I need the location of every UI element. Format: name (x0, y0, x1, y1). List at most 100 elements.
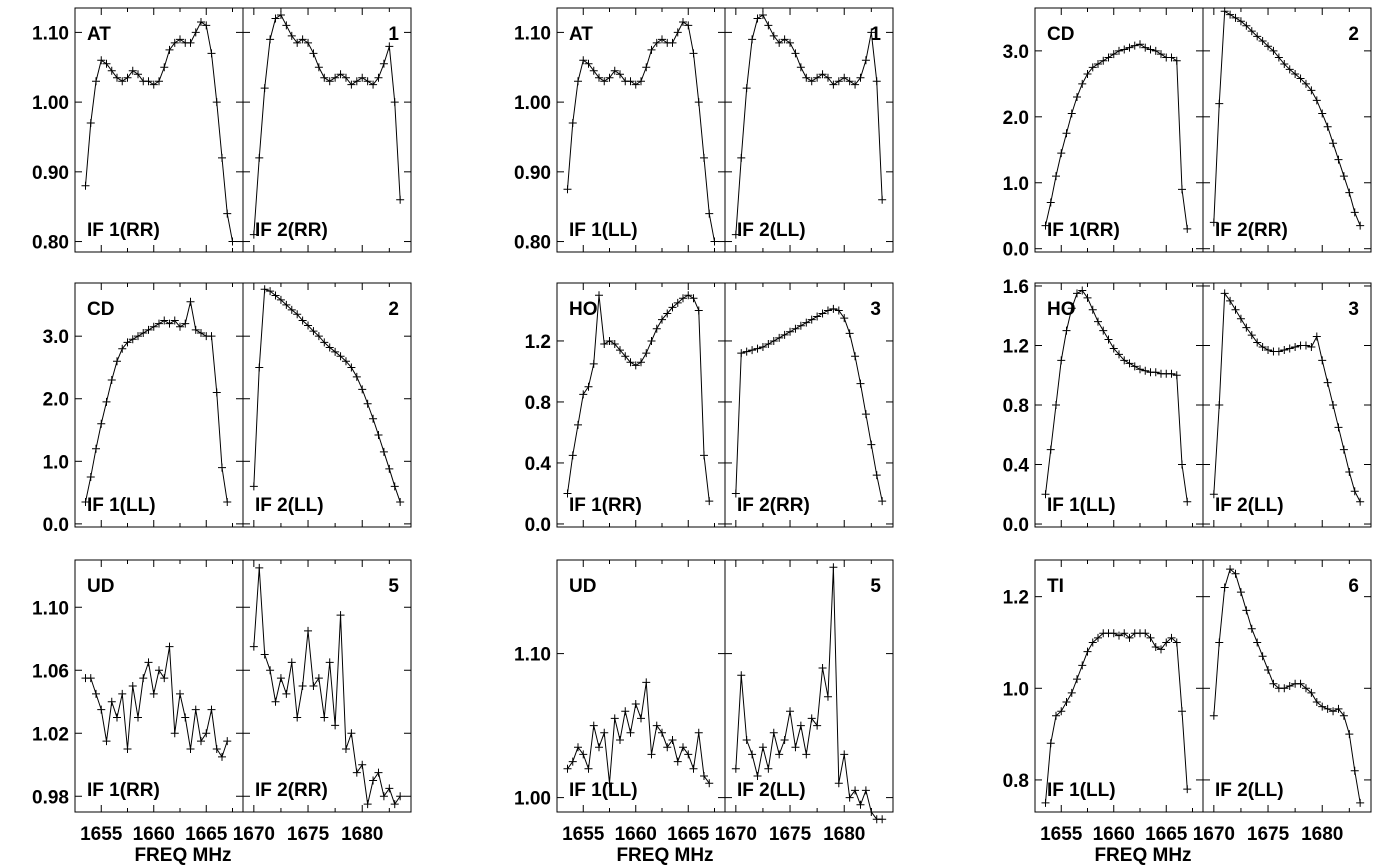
data-point-marker (1167, 633, 1176, 642)
y-tick-label: 1.0 (1003, 174, 1029, 195)
panel-pair-3: CD IF 1(LL) 2 IF 2(LL) 0.0 1.0 2.0 3.0 (43, 282, 412, 536)
data-point-marker (390, 482, 399, 491)
data-point-marker (107, 375, 116, 384)
data-point-marker (92, 77, 100, 86)
data-point-marker (1215, 99, 1224, 108)
data-point-marker (769, 336, 778, 345)
data-point-marker (134, 713, 142, 722)
data-point-marker (1136, 365, 1144, 374)
y-tick-label: 1.2 (525, 332, 551, 353)
data-point-marker (786, 707, 795, 716)
data-point-marker (1247, 331, 1256, 340)
y-tick-label: 1.10 (32, 598, 69, 619)
data-point-marker (626, 728, 635, 737)
y-tick-label: 0.0 (1003, 240, 1029, 261)
data-point-marker (86, 674, 95, 683)
data-point-marker (1141, 366, 1150, 375)
panel-pair-5: HO IF 1(LL) 3 IF 2(LL) 0.0 0.4 0.8 1.2 1.6 (1003, 277, 1372, 536)
data-point-marker (748, 35, 757, 44)
data-point-marker (1334, 155, 1343, 164)
data-point-marker (851, 80, 860, 89)
right-panel-label: 5 (388, 576, 399, 597)
data-point-marker (786, 38, 795, 47)
data-point-marker (563, 764, 572, 773)
data-point-marker (218, 463, 226, 472)
data-point-marker (92, 444, 100, 453)
data-point-marker (631, 700, 640, 708)
data-point-marker (731, 489, 740, 498)
data-point-marker (780, 736, 789, 744)
y-tick-label: 0.4 (1003, 456, 1030, 477)
left-series-line (85, 301, 228, 503)
left-series-line (85, 21, 233, 242)
data-point-marker (1307, 342, 1316, 351)
data-point-marker (652, 38, 661, 47)
data-point-marker (807, 315, 816, 324)
data-point-marker (1088, 305, 1097, 314)
y-tick-label: 0.98 (32, 787, 69, 808)
panel-pair-2: CD IF 1(RR) 2 IF 2(RR) 0.0 1.0 2.0 3.0 (1003, 7, 1372, 261)
data-point-marker (1067, 688, 1076, 697)
data-point-marker (610, 66, 619, 75)
data-point-marker (731, 230, 740, 239)
left-if-label: IF 1(LL) (1047, 780, 1116, 801)
data-point-marker (314, 63, 323, 72)
data-point-marker (1130, 41, 1139, 50)
right-panel-frame (1202, 7, 1372, 253)
data-point-marker (379, 792, 388, 801)
data-point-marker (1307, 688, 1316, 697)
data-point-marker (584, 764, 593, 773)
data-point-marker (753, 344, 762, 353)
data-point-marker (293, 310, 302, 319)
data-point-marker (1041, 490, 1050, 499)
data-point-marker (374, 73, 383, 82)
right-series-line (735, 14, 883, 235)
data-point-marker (336, 352, 345, 361)
data-point-marker (165, 45, 174, 54)
data-point-marker (1220, 289, 1229, 298)
data-point-marker (1067, 304, 1076, 313)
right-panel-label: 2 (388, 299, 399, 320)
data-point-marker (834, 779, 843, 788)
x-tick-label: 1675 (769, 824, 812, 845)
data-point-marker (249, 230, 258, 239)
data-point-marker (1094, 633, 1102, 642)
left-panel-label: UD (569, 576, 596, 597)
data-point-marker (271, 697, 280, 706)
y-tick-label: 0.4 (525, 454, 552, 475)
data-point-marker (363, 77, 372, 86)
y-tick-label: 0.8 (1003, 396, 1029, 417)
data-point-marker (212, 388, 221, 397)
data-point-marker (1167, 369, 1176, 378)
data-point-marker (595, 73, 603, 82)
left-if-label: IF 1(LL) (1047, 495, 1116, 516)
data-point-marker (610, 340, 619, 348)
data-point-marker (390, 800, 399, 809)
data-point-marker (700, 153, 708, 162)
data-point-marker (748, 750, 757, 759)
data-point-marker (363, 800, 372, 809)
data-point-marker (266, 35, 275, 44)
data-point-marker (851, 786, 860, 795)
data-point-marker (1242, 323, 1251, 332)
right-if-label: IF 2(LL) (1215, 780, 1284, 801)
data-point-marker (358, 385, 367, 394)
data-point-marker (341, 357, 350, 366)
data-point-marker (1280, 684, 1289, 693)
data-point-marker (867, 440, 876, 449)
data-point-marker (829, 563, 838, 572)
x-tick-label: 1680 (1301, 824, 1343, 845)
data-point-marker (658, 728, 666, 737)
data-point-marker (149, 689, 158, 698)
data-point-marker (1226, 10, 1235, 19)
y-tick-label: 0.80 (514, 233, 551, 254)
data-point-marker (845, 793, 854, 802)
right-series-line (253, 567, 401, 806)
data-point-marker (775, 750, 784, 759)
right-series-line (735, 308, 883, 502)
x-tick-label: 1675 (287, 824, 330, 845)
data-point-marker (298, 316, 307, 325)
data-point-marker (202, 21, 211, 30)
left-if-label: IF 1(RR) (569, 495, 642, 516)
left-panel-frame (556, 559, 726, 813)
